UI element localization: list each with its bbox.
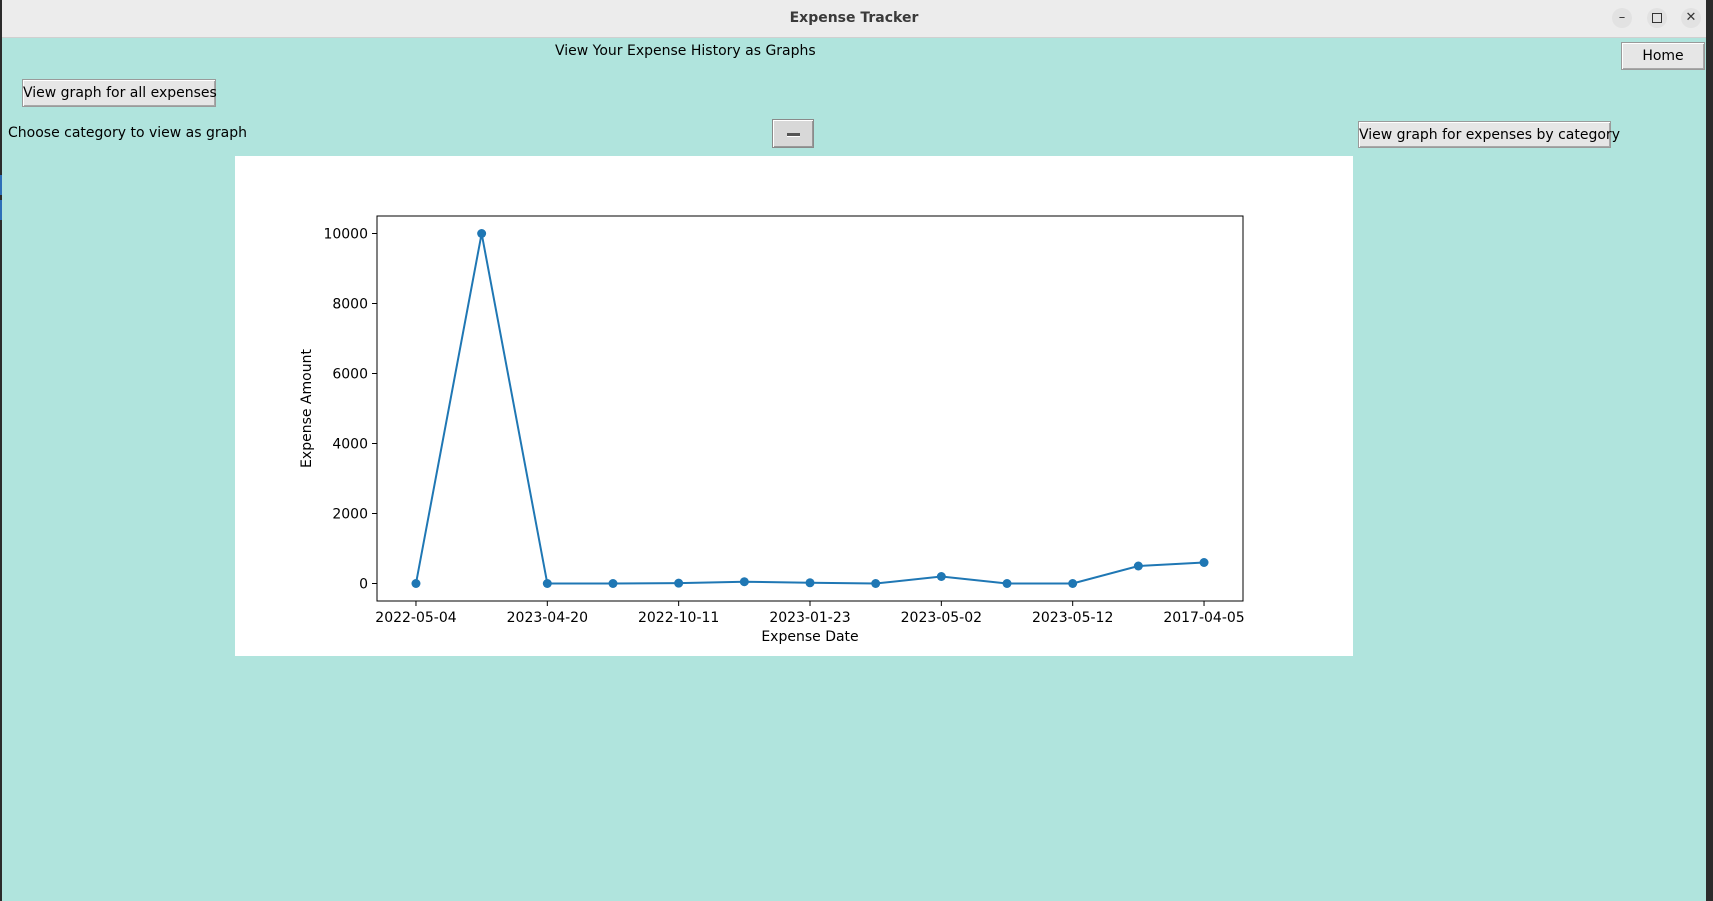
category-dropdown[interactable] <box>772 119 814 148</box>
data-point <box>805 578 815 588</box>
y-tick-label: 10000 <box>323 227 368 243</box>
y-tick-label: 8000 <box>332 297 368 313</box>
x-tick-label: 2023-01-23 <box>769 610 850 626</box>
x-tick-label: 2017-04-05 <box>1163 610 1244 626</box>
view-all-expenses-button[interactable]: View graph for all expenses <box>22 79 217 107</box>
x-tick-label: 2023-05-12 <box>1032 610 1113 626</box>
x-tick-label: 2022-05-04 <box>375 610 456 626</box>
data-point <box>1133 561 1143 571</box>
plot-frame <box>376 215 1244 602</box>
dropdown-indicator-icon <box>787 133 800 136</box>
minimize-icon[interactable]: – <box>1612 8 1632 28</box>
maximize-icon[interactable] <box>1647 8 1667 28</box>
left-edge-marker <box>0 200 2 220</box>
y-tick-label: 2000 <box>332 507 368 523</box>
left-edge-marker <box>0 175 2 195</box>
choose-category-label: Choose category to view as graph <box>8 125 247 141</box>
data-point <box>739 577 749 587</box>
y-tick-label: 0 <box>359 577 368 593</box>
x-axis-label: Expense Date <box>761 629 858 645</box>
window-title: Expense Tracker <box>789 10 919 26</box>
data-point <box>1068 579 1078 588</box>
data-point <box>411 579 421 588</box>
chart-canvas: 0 2000 4000 6000 8000 10000 2022-05-04 2023-04-… <box>235 156 1353 656</box>
data-point <box>477 229 487 238</box>
y-axis-label: Expense Amount <box>299 349 315 468</box>
view-by-category-button[interactable]: View graph for expenses by category <box>1358 121 1620 148</box>
y-tick-label: 4000 <box>332 437 368 453</box>
title-bar[interactable]: Expense Tracker – ✕ <box>2 0 1706 38</box>
page-heading: View Your Expense History as Graphs <box>555 43 816 59</box>
data-point <box>1199 558 1209 567</box>
x-tick-label: 2023-04-20 <box>507 610 588 626</box>
data-point <box>936 572 946 581</box>
home-button[interactable]: Home <box>1621 42 1705 70</box>
data-point <box>542 579 552 588</box>
series-line <box>414 233 1205 585</box>
data-point <box>1002 579 1012 588</box>
x-tick-label: 2022-10-11 <box>638 610 719 626</box>
data-point <box>871 579 881 588</box>
data-point <box>674 578 684 588</box>
expense-line-chart: 0 2000 4000 6000 8000 10000 2022-05-04 2023-04-… <box>299 215 1245 645</box>
data-point <box>608 579 618 588</box>
x-tick-label: 2023-05-02 <box>901 610 982 626</box>
y-tick-label: 6000 <box>332 367 368 383</box>
close-icon[interactable]: ✕ <box>1681 8 1701 28</box>
